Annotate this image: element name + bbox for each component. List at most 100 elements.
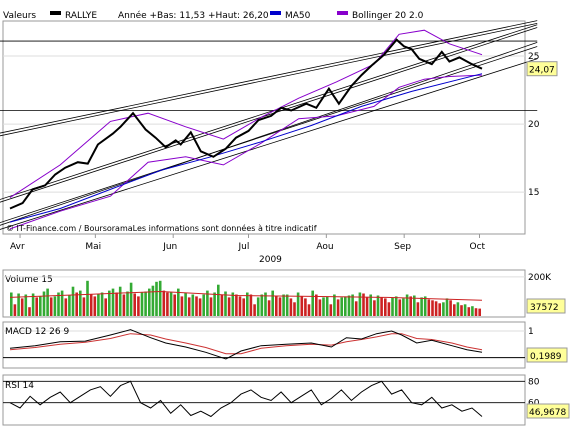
volume-bar <box>155 281 158 316</box>
volume-bar <box>140 292 144 316</box>
volume-bar <box>235 294 238 316</box>
volume-bar <box>206 290 209 316</box>
volume-bar <box>354 301 358 316</box>
volume-bar <box>289 298 293 316</box>
trendline <box>0 24 538 200</box>
volume-bar <box>209 297 213 316</box>
volume-bar <box>413 295 416 316</box>
volume-bar <box>387 302 391 316</box>
volume-bar <box>198 298 202 316</box>
price-last-value: 24,07 <box>529 66 555 76</box>
volume-bar <box>13 304 17 316</box>
volume-bar <box>456 302 460 316</box>
volume-bar <box>231 292 235 316</box>
volume-bar <box>253 304 256 316</box>
volume-bar <box>325 296 329 316</box>
volume-bar <box>57 292 60 316</box>
month-label: Jun <box>162 242 177 252</box>
month-label: Mai <box>85 242 101 252</box>
volume-bar <box>246 292 249 316</box>
header-stock: RALLYE <box>65 11 97 21</box>
volume-bar <box>187 297 191 316</box>
volume-bar <box>373 300 376 316</box>
year-label: 2009 <box>259 255 282 265</box>
header-prefix: Valeurs <box>3 11 36 21</box>
volume-bar <box>293 302 296 316</box>
price-legend-swatch <box>50 11 61 15</box>
volume-bar <box>264 292 267 316</box>
volume-bar <box>144 291 147 316</box>
volume-bar <box>115 292 118 316</box>
volume-bar <box>463 304 467 316</box>
volume-bar <box>100 292 104 316</box>
macd-y-tick-label: 1 <box>528 327 534 337</box>
volume-bar <box>427 299 431 316</box>
volume-bar <box>369 294 372 316</box>
volume-bar <box>20 298 24 316</box>
volume-bar <box>148 288 151 316</box>
macd-title: MACD 12 26 9 <box>5 327 69 337</box>
volume-bar <box>347 295 351 316</box>
macd-panel: MACD 12 26 9 10 0,1989 <box>2 321 568 369</box>
volume-bar <box>333 294 336 316</box>
bollinger-lower-line <box>9 74 483 230</box>
volume-bar <box>133 293 136 316</box>
volume-bar <box>380 297 383 316</box>
volume-bar <box>420 297 423 316</box>
volume-bar <box>118 286 122 316</box>
volume-bar <box>39 296 42 316</box>
volume-bar <box>242 298 245 316</box>
volume-bar <box>191 294 195 316</box>
volume-bar <box>79 290 82 316</box>
volume-bar <box>256 297 260 316</box>
volume-bar <box>351 294 354 316</box>
header-bollinger: Bollinger 20 2.0 <box>352 11 424 21</box>
volume-bar <box>202 294 205 316</box>
volume-bar <box>409 296 412 316</box>
volume-bar <box>180 296 184 316</box>
volume-bar <box>307 304 311 316</box>
volume-bar <box>104 298 107 316</box>
volume-bar <box>391 297 394 316</box>
volume-bar <box>304 298 307 316</box>
volume-bar <box>275 295 278 316</box>
rsi-grid <box>3 380 525 404</box>
volume-bar <box>177 288 180 316</box>
volume-badge-bg <box>526 298 566 314</box>
volume-bar <box>28 307 31 316</box>
volume-bar <box>42 291 46 316</box>
volume-bar <box>217 284 220 316</box>
volume-bar <box>442 302 445 316</box>
volume-bar <box>271 290 274 316</box>
month-label: Oct <box>469 242 485 252</box>
volume-bar <box>282 294 285 316</box>
copyright-footer: © IT-Finance.com / BoursoramaLes informa… <box>6 223 317 233</box>
volume-bar <box>249 294 253 316</box>
volume-bar <box>398 299 402 316</box>
volume-bar <box>344 296 347 316</box>
volume-bar <box>322 297 325 316</box>
volume-bar <box>220 294 224 316</box>
volume-bar <box>311 290 314 316</box>
volume-bar <box>60 290 64 316</box>
volume-bar <box>362 293 365 316</box>
rsi-panel: RSI 14 8060 46,9678 <box>2 374 570 426</box>
volume-bar <box>260 294 264 316</box>
price-trendlines <box>0 20 538 230</box>
bollinger-legend-swatch <box>337 11 348 15</box>
volume-title: Volume 15 <box>5 275 53 285</box>
volume-bar <box>227 297 231 316</box>
rsi-y-tick-label: 80 <box>528 377 540 387</box>
volume-bar <box>86 280 89 316</box>
volume-bar <box>31 293 35 316</box>
month-label: Jul <box>238 242 250 252</box>
volume-bar <box>126 291 129 316</box>
volume-ma-line <box>9 290 483 301</box>
price-y-tick-label: 15 <box>528 188 539 198</box>
legend-header: Valeurs RALLYE Année +Bas: 11,53 +Haut: … <box>3 10 424 21</box>
rsi-title: RSI 14 <box>5 381 34 391</box>
volume-bar <box>108 290 111 316</box>
volume-bar <box>394 296 398 316</box>
macd-line <box>9 329 483 360</box>
